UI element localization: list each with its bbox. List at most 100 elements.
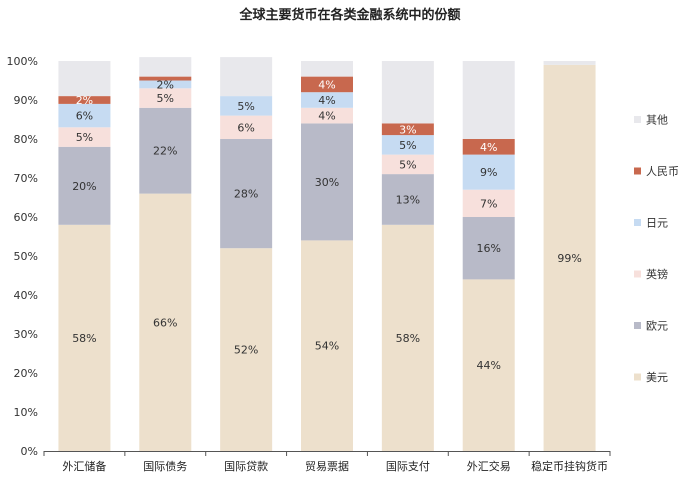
bar-stack: 99% [543, 61, 596, 452]
legend-swatch [634, 322, 641, 329]
legend-label: 其他 [646, 114, 668, 127]
bar-segment [462, 154, 515, 190]
data-label: 58% [72, 332, 96, 345]
bar-segment [139, 57, 192, 77]
bar-stack: 58% 20% 5% 6% 2% [58, 61, 111, 451]
bars: 58%20%5%6%2%66%22%5%2%52%28%6%5%54%30%4%… [58, 57, 596, 452]
bar-stack: 54% 30% 4% 4% 4% [301, 61, 353, 451]
x-axis: 外汇储备 国际债务 国际贷款 贸易票据 国际支付 外汇交易 稳定币挂钩货币 [43, 451, 611, 473]
bar-segment [301, 107, 353, 124]
x-category-label: 贸易票据 [305, 459, 349, 473]
data-label: 5% [237, 100, 254, 113]
bar-segment [381, 135, 434, 155]
data-label: 66% [153, 316, 177, 329]
data-label: 5% [157, 92, 174, 105]
bar-segment [543, 64, 596, 452]
legend-swatch [634, 219, 641, 226]
legend-label: 英镑 [646, 267, 668, 281]
x-category-label: 稳定币挂钩货币 [531, 459, 608, 473]
chart-title: 全球主要货币在各类金融系统中的份额 [238, 7, 460, 23]
legend-swatch [634, 116, 641, 123]
bar-segment [462, 217, 515, 280]
data-label: 58% [396, 332, 420, 345]
data-label: 4% [318, 94, 335, 107]
bar-segment [58, 61, 111, 97]
bar-segment [58, 224, 111, 451]
data-label: 30% [315, 176, 339, 189]
bar-stack: 66% 22% 5%2% [139, 57, 192, 451]
data-label: 16% [476, 242, 500, 255]
bar-stack: 44% 16% 7% 9% 4% [462, 61, 515, 451]
data-label: 54% [315, 340, 339, 353]
bar-segment [58, 146, 111, 225]
legend-item: 美元 [634, 371, 668, 384]
bar-segment [462, 139, 515, 155]
bar-segment [301, 92, 353, 108]
data-label: 5% [399, 139, 416, 152]
bar-segment [462, 189, 515, 217]
data-label: 5% [76, 131, 93, 144]
legend-label: 欧元 [646, 320, 668, 333]
bar-stack: 58% 13% 5% 5% 3% [381, 61, 434, 451]
data-label: 99% [557, 252, 581, 265]
bar-segment [381, 174, 434, 225]
y-tick-label: 40% [14, 289, 38, 302]
bar-segment [301, 76, 353, 93]
x-category-label: 国际支付 [386, 460, 430, 473]
bar-segment [220, 115, 273, 139]
bar-segment [58, 103, 111, 128]
data-label: 20% [72, 180, 96, 193]
data-label: 4% [480, 141, 497, 154]
bar-segment [139, 88, 192, 108]
legend-item: 日元 [634, 217, 668, 230]
bar-segment [220, 248, 273, 451]
x-category-label: 外汇交易 [467, 459, 511, 473]
y-tick-label: 20% [14, 367, 38, 380]
legend-swatch [634, 373, 641, 381]
legend-item: 英镑 [634, 267, 668, 281]
legend-swatch [634, 270, 641, 278]
bar-segment [139, 76, 192, 81]
y-tick-label: 30% [14, 328, 38, 341]
bar-segment [381, 123, 434, 136]
legend-item: 其他 [634, 114, 668, 127]
legend-item: 人民币 [634, 165, 679, 178]
data-label: 28% [234, 188, 258, 201]
legend-item: 欧元 [634, 320, 668, 333]
bar-segment [139, 193, 192, 451]
bar-segment [139, 107, 192, 194]
bar-segment [58, 96, 111, 104]
bar-segment [543, 61, 596, 65]
x-category-label: 外汇储备 [62, 459, 106, 473]
x-category-label: 国际债务 [143, 459, 187, 473]
y-tick-label: 100% [7, 55, 38, 68]
y-tick-label: 10% [14, 406, 38, 419]
data-label: 4% [318, 78, 335, 91]
legend-label: 日元 [646, 217, 668, 230]
data-label: 2% [157, 78, 174, 91]
bar-segment [301, 240, 353, 451]
data-label: 5% [399, 158, 416, 171]
bar-segment [220, 57, 273, 97]
y-tick-label: 50% [14, 250, 38, 263]
bar-segment [139, 80, 192, 89]
x-category-label: 国际贷款 [224, 459, 268, 473]
bar-segment [301, 61, 353, 77]
data-label: 6% [237, 121, 254, 134]
bar-segment [58, 127, 111, 147]
bar-segment [381, 154, 434, 175]
bar-segment [462, 61, 515, 139]
bar-segment [381, 224, 434, 451]
data-label: 9% [480, 166, 497, 179]
legend-label: 美元 [646, 371, 668, 384]
bar-segment [301, 123, 353, 241]
data-label: 44% [476, 359, 500, 372]
y-tick-label: 60% [14, 211, 38, 224]
data-label: 22% [153, 145, 177, 158]
bar-segment [381, 61, 434, 124]
y-axis: 0% 10% 20% 30% 40% 50% 60% 70% 80% 90% 100% [7, 55, 38, 458]
bar-segment [462, 279, 515, 451]
data-label: 6% [76, 110, 93, 123]
